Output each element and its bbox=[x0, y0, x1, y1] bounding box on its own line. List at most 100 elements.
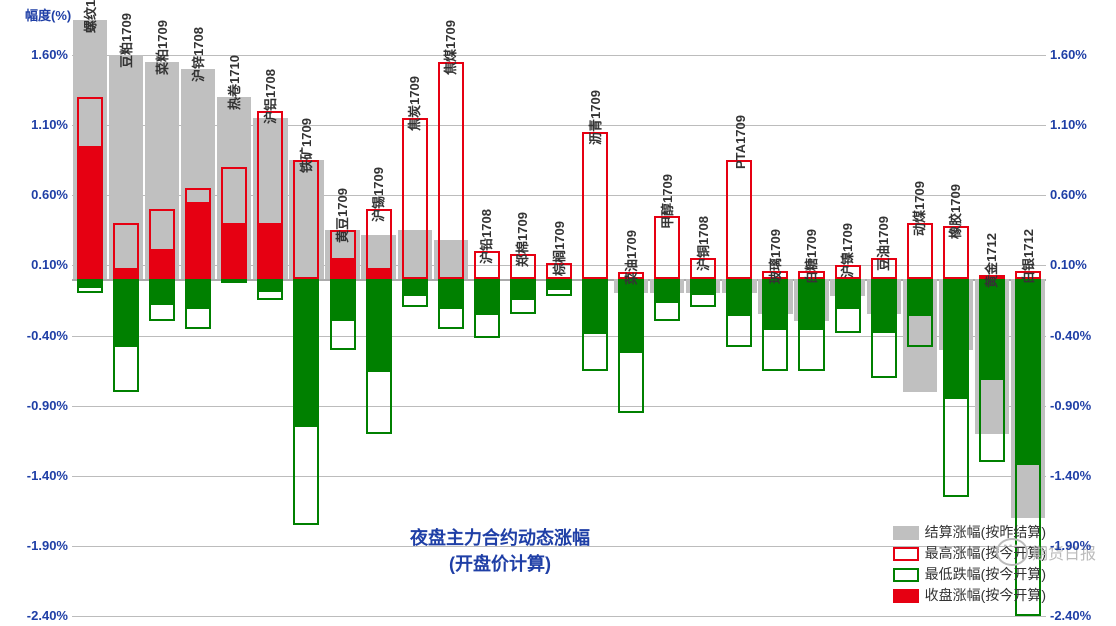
low-fill bbox=[690, 279, 716, 294]
low-fill bbox=[221, 279, 247, 281]
y-tick-label-right: -2.40% bbox=[1050, 608, 1091, 623]
category-label: 橡胶1709 bbox=[945, 184, 964, 239]
y-tick-label-right: 0.60% bbox=[1050, 187, 1087, 202]
legend-swatch bbox=[893, 547, 919, 561]
category-label: 沥青1709 bbox=[585, 90, 604, 145]
category-label: 沪锡1709 bbox=[368, 167, 387, 222]
low-fill bbox=[474, 279, 500, 314]
gridline bbox=[72, 616, 1046, 617]
low-fill bbox=[726, 279, 752, 316]
category-label: 沪镍1709 bbox=[837, 224, 856, 279]
category-label: 棕榈1709 bbox=[549, 221, 568, 276]
high-outline bbox=[582, 132, 608, 279]
chart-subtitle: 夜盘主力合约动态涨幅(开盘价计算) bbox=[370, 524, 630, 576]
close-fill bbox=[149, 249, 175, 280]
close-fill bbox=[113, 268, 139, 279]
high-outline bbox=[726, 160, 752, 279]
category-label: 菜粕1709 bbox=[152, 20, 171, 75]
y-tick-label-left: 0.10% bbox=[31, 257, 68, 272]
category-label: 沪铜1708 bbox=[693, 217, 712, 272]
low-fill bbox=[366, 279, 392, 372]
subtitle-line2: (开盘价计算) bbox=[370, 550, 630, 576]
low-fill bbox=[257, 279, 283, 292]
legend-row: 最低跌幅(按今开算) bbox=[893, 564, 1046, 585]
y-tick-label-left: -1.90% bbox=[27, 538, 68, 553]
category-label: 白糖1709 bbox=[801, 229, 820, 284]
close-fill bbox=[330, 258, 356, 279]
legend-swatch bbox=[893, 526, 919, 540]
low-fill bbox=[835, 279, 861, 308]
low-fill bbox=[185, 279, 211, 308]
category-label: 热卷1710 bbox=[224, 55, 243, 110]
y-axis-title: 幅度(%) bbox=[25, 5, 71, 24]
low-fill bbox=[149, 279, 175, 304]
y-tick-label-left: -1.40% bbox=[27, 468, 68, 483]
category-label: 沪铝1708 bbox=[260, 69, 279, 124]
high-outline bbox=[293, 160, 319, 279]
low-fill bbox=[943, 279, 969, 399]
low-fill bbox=[438, 279, 464, 308]
category-label: PTA1709 bbox=[733, 115, 748, 169]
category-label: 白银1712 bbox=[1018, 229, 1037, 284]
legend-label: 收盘涨幅(按今开算) bbox=[925, 585, 1046, 606]
category-label: 螺纹1710 bbox=[80, 0, 99, 33]
category-label: 玻璃1709 bbox=[765, 229, 784, 284]
close-fill bbox=[185, 202, 211, 279]
y-tick-label-left: 1.60% bbox=[31, 47, 68, 62]
low-fill bbox=[762, 279, 788, 329]
category-label: 菜油1709 bbox=[621, 231, 640, 286]
category-label: 豆油1709 bbox=[873, 217, 892, 272]
legend-label: 最低跌幅(按今开算) bbox=[925, 564, 1046, 585]
y-tick-label-left: 0.60% bbox=[31, 187, 68, 202]
gridline bbox=[72, 476, 1046, 477]
category-label: 沪锌1708 bbox=[188, 27, 207, 82]
close-fill bbox=[257, 223, 283, 279]
low-fill bbox=[618, 279, 644, 352]
y-tick-label-left: -2.40% bbox=[27, 608, 68, 623]
low-fill bbox=[113, 279, 139, 346]
category-label: 沪铅1708 bbox=[476, 210, 495, 265]
close-fill bbox=[366, 268, 392, 279]
low-fill bbox=[546, 279, 572, 289]
subtitle-line1: 夜盘主力合约动态涨幅 bbox=[370, 524, 630, 550]
low-fill bbox=[77, 279, 103, 287]
category-label: 焦煤1709 bbox=[440, 20, 459, 75]
gridline bbox=[72, 336, 1046, 337]
y-tick-label-right: -1.40% bbox=[1050, 468, 1091, 483]
low-fill bbox=[330, 279, 356, 321]
low-fill bbox=[871, 279, 897, 333]
high-outline bbox=[402, 118, 428, 279]
low-fill bbox=[1015, 279, 1041, 464]
legend-row: 收盘涨幅(按今开算) bbox=[893, 585, 1046, 606]
category-label: 黄豆1709 bbox=[332, 188, 351, 243]
low-fill bbox=[654, 279, 680, 302]
category-label: 黄金1712 bbox=[981, 233, 1000, 288]
low-fill bbox=[402, 279, 428, 296]
y-tick-label-left: -0.40% bbox=[27, 328, 68, 343]
high-outline bbox=[438, 62, 464, 279]
y-tick-label-right: 0.10% bbox=[1050, 257, 1087, 272]
low-fill bbox=[907, 279, 933, 316]
y-tick-label-right: 1.10% bbox=[1050, 117, 1087, 132]
y-tick-label-right: -0.90% bbox=[1050, 398, 1091, 413]
y-tick-label-right: -1.90% bbox=[1050, 538, 1091, 553]
legend-swatch bbox=[893, 589, 919, 603]
y-tick-label-right: -0.40% bbox=[1050, 328, 1091, 343]
low-fill bbox=[798, 279, 824, 329]
y-tick-label-right: 1.60% bbox=[1050, 47, 1087, 62]
low-fill bbox=[510, 279, 536, 300]
category-label: 豆粕1709 bbox=[116, 13, 135, 68]
gridline bbox=[72, 55, 1046, 56]
y-tick-label-left: 1.10% bbox=[31, 117, 68, 132]
low-fill bbox=[582, 279, 608, 334]
y-tick-label-left: -0.90% bbox=[27, 398, 68, 413]
category-label: 郑棉1709 bbox=[512, 212, 531, 267]
low-fill bbox=[293, 279, 319, 426]
low-fill bbox=[979, 279, 1005, 379]
category-label: 焦炭1709 bbox=[404, 76, 423, 131]
close-fill bbox=[77, 146, 103, 279]
category-label: 动煤1709 bbox=[909, 181, 928, 236]
category-label: 甲醇1709 bbox=[657, 174, 676, 229]
category-label: 铁矿1709 bbox=[296, 118, 315, 173]
close-fill bbox=[221, 223, 247, 279]
